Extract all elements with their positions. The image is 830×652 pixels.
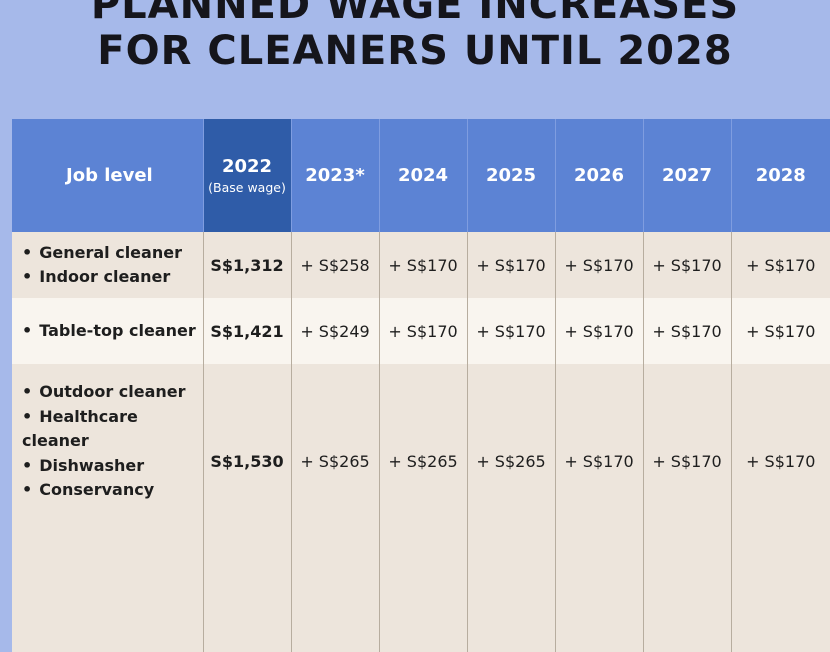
- base-wage-note: (Base wage): [208, 180, 286, 195]
- col-header-2027: 2027: [643, 119, 732, 232]
- increase-cell: + S$170: [379, 298, 468, 364]
- job-item: Conservancy: [22, 478, 203, 503]
- table-row: Outdoor cleaner Healthcare cleaner Dishw…: [12, 364, 830, 652]
- increase-cell: + S$170: [643, 298, 732, 364]
- increase-cell: + S$170: [643, 232, 732, 298]
- title-line-1: PLANNED WAGE INCREASES: [90, 0, 740, 28]
- job-level-cell: General cleaner Indoor cleaner: [12, 232, 204, 298]
- increase-cell: + S$265: [467, 364, 556, 652]
- col-header-2025: 2025: [467, 119, 556, 232]
- job-level-cell: Outdoor cleaner Healthcare cleaner Dishw…: [12, 364, 204, 652]
- job-level-cell: Table-top cleaner: [12, 298, 204, 364]
- col-header-2023: 2023*: [291, 119, 380, 232]
- title-line-2: FOR CLEANERS UNTIL 2028: [97, 28, 733, 74]
- increase-cell: + S$170: [731, 298, 830, 364]
- increase-cell: + S$265: [291, 364, 380, 652]
- job-item: General cleaner: [22, 241, 203, 266]
- col-header-2022: 2022 (Base wage): [203, 119, 292, 232]
- increase-cell: + S$265: [379, 364, 468, 652]
- increase-cell: + S$249: [291, 298, 380, 364]
- col-header-2028: 2028: [731, 119, 830, 232]
- increase-cell: + S$170: [379, 232, 468, 298]
- job-item: Healthcare cleaner: [22, 405, 203, 454]
- increase-cell: + S$170: [467, 298, 556, 364]
- increase-cell: + S$170: [731, 232, 830, 298]
- job-item: Table-top cleaner: [22, 319, 203, 344]
- job-item: Dishwasher: [22, 454, 203, 479]
- job-item: Outdoor cleaner: [22, 380, 203, 405]
- job-item: Indoor cleaner: [22, 265, 203, 290]
- increase-cell: + S$258: [291, 232, 380, 298]
- increase-cell: + S$170: [643, 364, 732, 652]
- increase-cell: + S$170: [555, 232, 644, 298]
- table-row: Table-top cleaner S$1,421 + S$249 + S$17…: [12, 298, 830, 364]
- col-header-job-level: Job level: [12, 119, 204, 232]
- header-row: Job level 2022 (Base wage) 2023* 2024 202…: [12, 119, 830, 232]
- increase-cell: + S$170: [555, 364, 644, 652]
- base-wage-cell: S$1,530: [203, 364, 292, 652]
- wage-table: Job level 2022 (Base wage) 2023* 2024 202…: [12, 119, 830, 652]
- col-header-2026: 2026: [555, 119, 644, 232]
- base-wage-cell: S$1,421: [203, 298, 292, 364]
- base-wage-cell: S$1,312: [203, 232, 292, 298]
- increase-cell: + S$170: [467, 232, 556, 298]
- increase-cell: + S$170: [731, 364, 830, 652]
- increase-cell: + S$170: [555, 298, 644, 364]
- table-row: General cleaner Indoor cleaner S$1,312 +…: [12, 232, 830, 298]
- col-header-2024: 2024: [379, 119, 468, 232]
